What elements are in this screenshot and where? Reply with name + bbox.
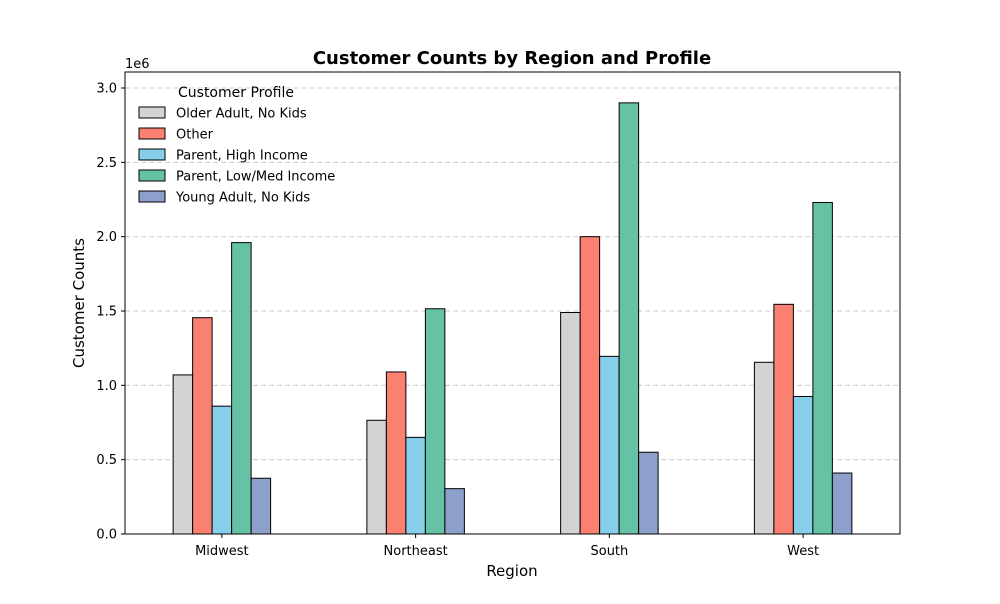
legend-items: Older Adult, No Kids Other Parent, High In… <box>138 106 335 206</box>
bar <box>231 242 252 535</box>
grid-lines <box>125 87 900 461</box>
bar <box>250 477 272 535</box>
x-tick-label: South <box>590 544 628 559</box>
bar <box>385 371 407 535</box>
bar <box>618 102 640 535</box>
bar <box>444 488 465 535</box>
bar <box>579 236 601 535</box>
bar <box>638 451 659 535</box>
legend-label: Parent, High Income <box>176 149 308 164</box>
x-axis-label: Region <box>486 562 537 580</box>
bar <box>792 395 814 535</box>
y-tick-label: 3.0 <box>96 82 117 97</box>
bar <box>172 374 194 535</box>
bar <box>424 308 446 535</box>
legend: Customer Profile Older Adult, No Kids Oth… <box>138 85 335 206</box>
y-tick-label: 0.5 <box>96 453 117 468</box>
plot-frame <box>124 71 901 535</box>
bar <box>773 303 794 535</box>
bar <box>405 436 426 535</box>
legend-title: Customer Profile <box>178 85 294 101</box>
legend-label: Other <box>176 128 214 143</box>
legend-swatch <box>138 169 166 182</box>
y-tick-label: 0.0 <box>96 528 117 543</box>
bar <box>599 355 620 535</box>
x-tick-label: Northeast <box>384 544 448 559</box>
legend-swatch <box>138 127 166 140</box>
y-tick-label: 2.0 <box>96 230 117 245</box>
bar <box>812 201 833 535</box>
bar <box>753 361 775 535</box>
x-tick-label: West <box>787 544 819 559</box>
bar <box>192 317 213 535</box>
legend-label: Older Adult, No Kids <box>176 107 307 122</box>
legend-label: Parent, Low/Med Income <box>176 170 335 185</box>
x-tick-label: Midwest <box>195 544 249 559</box>
y-tick-label: 1.5 <box>96 305 117 320</box>
bar <box>560 311 581 535</box>
legend-swatch <box>138 106 166 119</box>
x-axis: Midwest Northeast South West <box>195 534 819 559</box>
y-tick-label: 1.0 <box>96 379 117 394</box>
bar <box>366 419 387 535</box>
y-axis: 0.0 0.5 1.0 1.5 2.0 2.5 3.0 <box>96 82 125 543</box>
bars <box>172 102 853 535</box>
legend-swatch <box>138 190 166 203</box>
bar <box>831 472 853 535</box>
bar <box>211 405 233 535</box>
y-axis-offset-text: 1e6 <box>125 57 150 72</box>
y-axis-label: Customer Counts <box>70 238 88 368</box>
legend-swatch <box>138 148 166 161</box>
y-tick-label: 2.5 <box>96 156 117 171</box>
legend-label: Young Adult, No Kids <box>175 191 310 206</box>
chart-title: Customer Counts by Region and Profile <box>313 48 711 69</box>
